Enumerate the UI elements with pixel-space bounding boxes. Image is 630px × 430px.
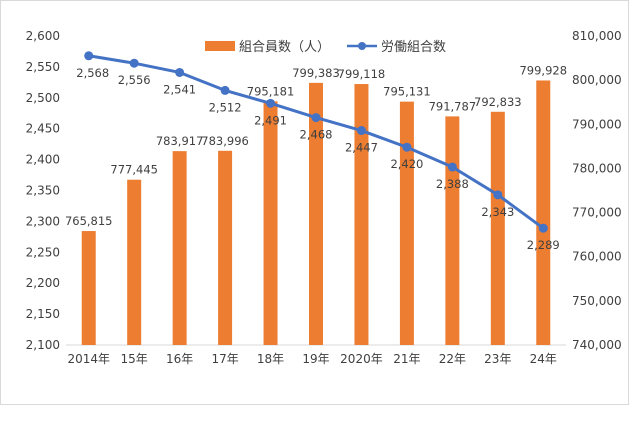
bar-value-label: 777,445 [110,163,158,177]
line-point [129,58,139,68]
line-point [447,162,457,172]
bar-value-label: 799,928 [519,63,567,77]
line-point [220,85,230,95]
y-left-tick-label: 2,450 [26,122,60,136]
x-tick-label: 16年 [166,352,193,366]
chart-frame: 組合員数（人） 労働組合数 2,100 2,150 2,200 2,250 2,300 2… [0,0,629,405]
line-value-label: 2,491 [254,113,287,127]
bar [263,101,278,345]
legend-bar-swatch [205,41,235,51]
x-tick-label: 23年 [484,352,511,366]
y-right-tick-label: 800,000 [572,73,622,87]
y-left-tick-label: 2,550 [26,60,60,74]
bar [309,82,323,346]
line-value-label: 2,568 [76,66,109,80]
combo-chart: 組合員数（人） 労働組合数 2,100 2,150 2,200 2,250 2,300 2… [26,29,622,366]
line-value-label: 2,541 [163,82,196,96]
legend: 組合員数（人） 労働組合数 [205,40,446,55]
y-left-tick-label: 2,200 [26,276,60,290]
bar [445,116,460,345]
x-tick-label: 15年 [121,352,148,366]
bar [399,101,414,345]
bar-value-label: 783,917 [156,134,204,148]
line-point [266,98,276,108]
line-value-label: 2,388 [436,177,469,191]
line-point [356,126,366,136]
bar [218,150,233,345]
line-point [84,51,94,61]
bar [81,231,96,345]
legend-bar-label: 組合員数（人） [239,40,330,55]
x-tick-label: 17年 [211,352,238,366]
bar [127,179,142,345]
line-point [538,223,548,233]
x-tick-label: 18年 [257,352,284,366]
line-point [402,142,412,152]
y-left-tick-label: 2,150 [26,307,60,321]
bar [490,111,505,345]
y-left-tick-label: 2,500 [26,91,60,105]
y-right-tick-label: 760,000 [572,250,622,264]
bar-value-label: 795,131 [383,85,431,99]
y-right-tick-label: 790,000 [572,117,622,131]
y-right-tick-label: 780,000 [572,161,622,175]
y-left-tick-label: 2,300 [26,214,60,228]
bar-value-label: 799,383 [292,66,340,80]
line-point [175,67,185,77]
y-left-tick-label: 2,350 [26,184,60,198]
x-tick-label: 2014年 [67,352,110,366]
line-value-label: 2,420 [390,157,423,171]
y-left-tick-label: 2,100 [26,338,60,352]
x-tick-label: 21年 [393,352,420,366]
bar-value-label: 799,118 [338,67,386,81]
legend-line-label: 労働組合数 [381,40,446,55]
y-right-tick-label: 810,000 [572,29,622,43]
line-value-label: 2,556 [118,73,151,87]
bar [354,84,369,345]
y-left-tick-label: 2,600 [26,29,60,43]
legend-line-marker [358,42,366,50]
bar [536,80,551,345]
y-left-tick-label: 2,250 [26,245,60,259]
bar-value-label: 791,787 [429,99,477,113]
bar-value-label: 765,815 [65,214,113,228]
line-value-label: 2,343 [481,205,514,219]
bar [172,151,187,345]
bar-value-label: 792,833 [474,95,522,109]
line-point [493,190,503,200]
y-right-tick-label: 750,000 [572,294,622,308]
line-value-label: 2,447 [345,141,378,155]
line-value-label: 2,512 [209,100,242,114]
line-value-label: 2,289 [527,238,560,252]
x-tick-label: 2020年 [340,352,383,366]
line-point [311,113,321,123]
bar-value-label: 795,181 [247,84,295,98]
y-right-tick-label: 740,000 [572,338,622,352]
y-right-tick-label: 770,000 [572,206,622,220]
x-tick-label: 19年 [302,352,329,366]
bar-value-label: 783,996 [201,134,249,148]
y-left-tick-label: 2,400 [26,153,60,167]
x-tick-label: 22年 [439,352,466,366]
x-tick-label: 24年 [530,352,557,366]
line-value-label: 2,468 [300,128,333,142]
